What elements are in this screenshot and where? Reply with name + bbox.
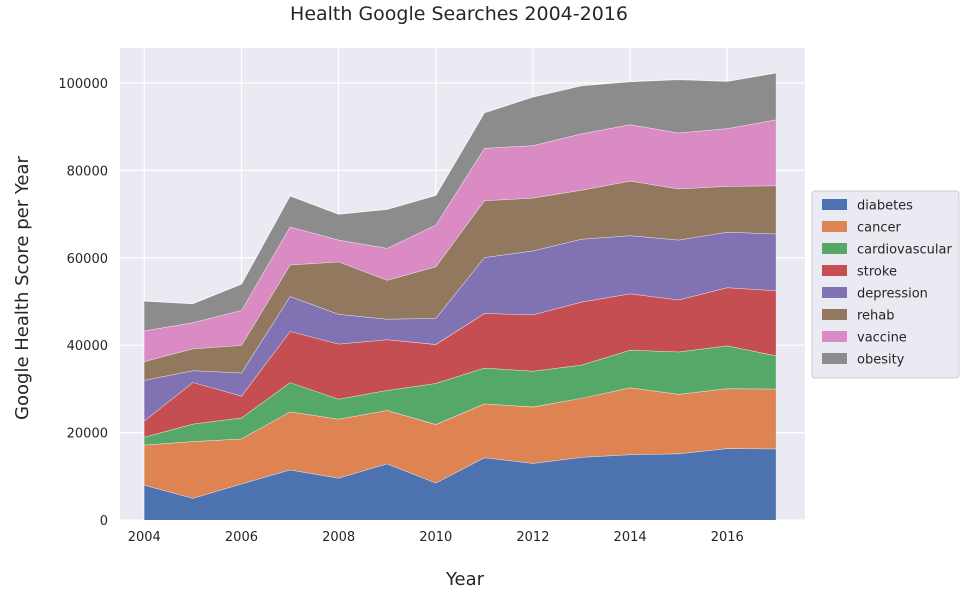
legend-label-diabetes: diabetes — [857, 199, 913, 214]
legend-label-obesity: obesity — [857, 353, 905, 368]
area-edge-depression — [144, 231, 776, 381]
y-tick-label: 100000 — [58, 77, 108, 92]
area-cardiovascular — [144, 345, 776, 445]
legend-swatch-diabetes — [822, 199, 847, 210]
legend: diabetes cancer cardiovascular stroke depres… — [811, 190, 960, 379]
x-tick-label: 2006 — [225, 530, 258, 545]
legend-swatch-rehab — [822, 309, 847, 320]
area-series — [143, 72, 776, 520]
y-axis-ticks: 0 20000 40000 60000 80000 100000 — [58, 77, 108, 529]
legend-swatch-cancer — [822, 221, 847, 232]
legend-swatch-obesity — [822, 353, 847, 364]
x-axis-ticks: 2004 2006 2008 2010 2012 2014 2016 — [128, 530, 744, 545]
legend-swatch-vaccine — [822, 331, 847, 342]
x-tick-label: 2004 — [128, 530, 161, 545]
area-depression — [144, 231, 776, 421]
legend-label-cancer: cancer — [857, 221, 901, 236]
x-tick-label: 2014 — [614, 530, 647, 545]
y-tick-label: 80000 — [67, 164, 108, 179]
legend-swatch-cardiovascular — [822, 243, 847, 254]
area-obesity — [144, 72, 776, 331]
legend-label-vaccine: vaccine — [857, 331, 907, 346]
y-tick-label: 20000 — [67, 427, 108, 442]
legend-label-depression: depression — [857, 287, 928, 302]
y-tick-label: 40000 — [67, 339, 108, 354]
area-diabetes — [144, 448, 776, 520]
x-tick-label: 2016 — [711, 530, 744, 545]
area-edge-obesity — [144, 72, 776, 305]
legend-label-cardiovascular: cardiovascular — [857, 243, 952, 258]
legend-label-stroke: stroke — [857, 265, 897, 280]
legend-box — [811, 190, 960, 379]
chart-title: Health Google Searches 2004-2016 — [290, 3, 628, 25]
y-axis-label: Google Health Score per Year — [12, 155, 33, 419]
area-rehab — [144, 180, 776, 381]
area-vaccine — [144, 119, 776, 362]
legend-label-rehab: rehab — [857, 309, 895, 324]
x-tick-label: 2012 — [516, 530, 549, 545]
x-tick-label: 2008 — [322, 530, 355, 545]
y-tick-label: 0 — [100, 514, 108, 529]
area-cancer — [144, 387, 776, 499]
x-tick-label: 2010 — [419, 530, 452, 545]
x-axis-label: Year — [445, 569, 485, 590]
y-tick-label: 60000 — [67, 252, 108, 267]
area-stroke — [144, 287, 776, 437]
legend-swatch-stroke — [822, 265, 847, 276]
legend-swatch-depression — [822, 287, 847, 298]
